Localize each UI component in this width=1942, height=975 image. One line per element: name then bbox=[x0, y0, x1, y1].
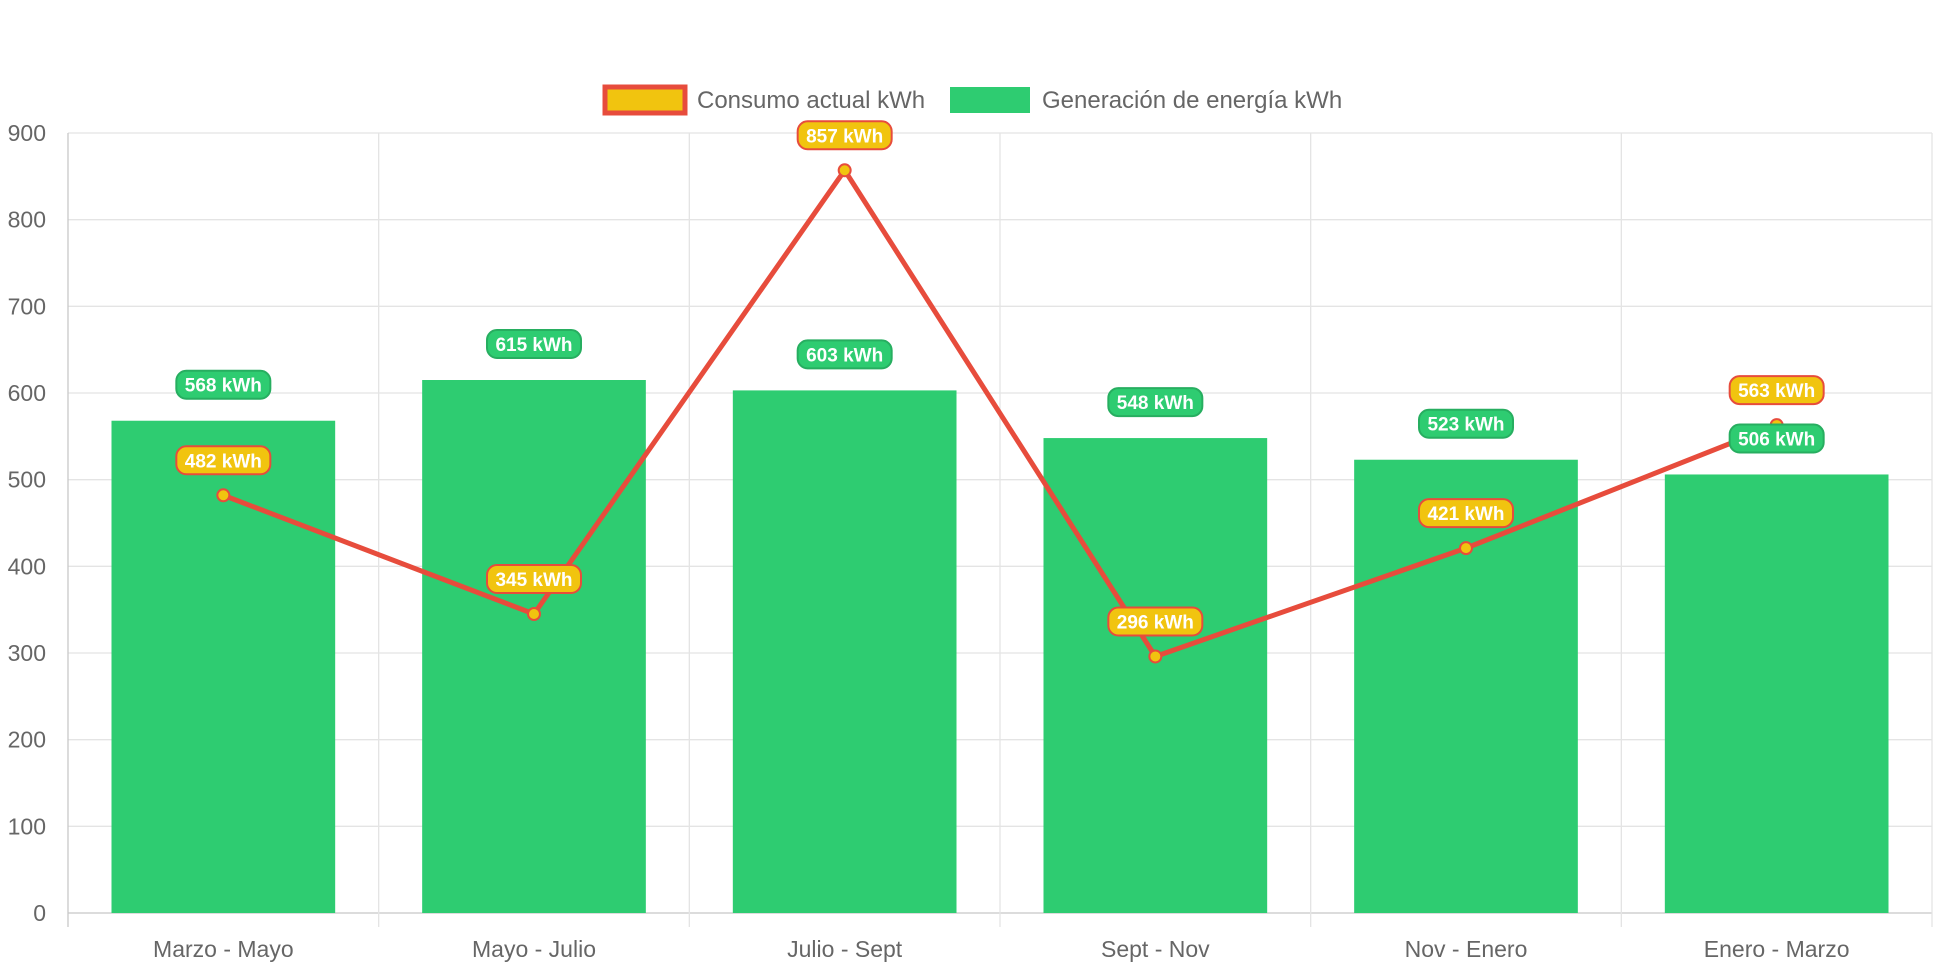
x-tick-label: Mayo - Julio bbox=[472, 936, 596, 962]
bar bbox=[422, 380, 646, 913]
x-tick-label: Sept - Nov bbox=[1101, 936, 1210, 962]
y-tick-label: 900 bbox=[8, 120, 46, 146]
y-tick-label: 500 bbox=[8, 467, 46, 493]
bar-value-label-box bbox=[1107, 387, 1204, 418]
bar-value-label-box bbox=[486, 329, 582, 359]
x-tick-label: Enero - Marzo bbox=[1704, 936, 1850, 962]
bar bbox=[111, 420, 336, 913]
bar-value-label: 603 kWh bbox=[796, 339, 893, 370]
line-point bbox=[527, 607, 541, 621]
line-value-label-text: 482 kWh bbox=[185, 451, 262, 472]
line-value-label-text: 296 kWh bbox=[1117, 612, 1194, 633]
y-tick-label: 400 bbox=[8, 553, 46, 579]
bar-value-label-box bbox=[1728, 423, 1825, 454]
line-value-label-box bbox=[1107, 606, 1204, 637]
legend-label-consumo[interactable]: Consumo actual kWh bbox=[697, 87, 925, 114]
x-tick-label: Marzo - Mayo bbox=[153, 936, 294, 962]
line-value-label-text: 857 kWh bbox=[806, 126, 883, 147]
chart-grid bbox=[67, 132, 1933, 927]
x-tick-label: Nov - Enero bbox=[1405, 936, 1528, 962]
y-tick-label: 800 bbox=[8, 207, 46, 233]
line-value-label: 482 kWh bbox=[175, 445, 272, 476]
line-value-label: 345 kWh bbox=[486, 564, 582, 594]
line-value-label-text: 345 kWh bbox=[495, 570, 572, 591]
bar bbox=[1043, 438, 1268, 913]
line-value-label: 296 kWh bbox=[1107, 606, 1204, 637]
bar-value-label: 568 kWh bbox=[175, 369, 272, 400]
line-series bbox=[216, 163, 1784, 664]
y-tick-label: 200 bbox=[8, 727, 46, 753]
legend-swatch-generacion bbox=[950, 87, 1030, 113]
line-value-label-box bbox=[175, 445, 272, 476]
y-tick-label: 100 bbox=[8, 813, 46, 839]
line-path bbox=[222, 167, 1778, 659]
bar-value-label-box bbox=[1418, 408, 1514, 439]
bar-value-label: 615 kWh bbox=[486, 329, 582, 359]
y-tick-label: 700 bbox=[8, 293, 46, 319]
bar-value-label-text: 548 kWh bbox=[1117, 393, 1194, 414]
bar bbox=[732, 390, 957, 913]
bar-value-label: 523 kWh bbox=[1418, 408, 1514, 439]
line-value-label-text: 421 kWh bbox=[1427, 504, 1504, 525]
y-tick-label: 600 bbox=[8, 380, 46, 406]
line-value-label-text: 563 kWh bbox=[1738, 381, 1815, 402]
bar-value-label-text: 603 kWh bbox=[806, 345, 883, 366]
bar-value-label-text: 615 kWh bbox=[495, 335, 572, 356]
bar-value-label-text: 523 kWh bbox=[1427, 415, 1504, 436]
line-value-label: 421 kWh bbox=[1418, 498, 1514, 529]
bar-value-label-box bbox=[175, 369, 272, 400]
y-axis: 0 100 200 300 400 500 600 700 800 900 bbox=[8, 120, 46, 926]
line-value-label-box bbox=[796, 120, 893, 151]
legend-label-generacion[interactable]: Generación de energía kWh bbox=[1042, 87, 1342, 114]
x-tick-label: Julio - Sept bbox=[787, 936, 903, 962]
data-labels: 568 kWh 615 kWh 603 kWh 548 kWh 523 kWh 506 k… bbox=[175, 120, 1825, 637]
line-value-label-box bbox=[1418, 498, 1514, 529]
line-value-label: 563 kWh bbox=[1728, 375, 1825, 406]
legend-swatch-consumo bbox=[602, 84, 688, 116]
line-point bbox=[1148, 649, 1163, 664]
line-value-label-box bbox=[486, 564, 582, 594]
bar-value-label-box bbox=[796, 339, 893, 370]
line-point bbox=[216, 488, 231, 503]
y-tick-label: 300 bbox=[8, 640, 46, 666]
x-axis: Marzo - Mayo Mayo - Julio Julio - Sept Sept… bbox=[153, 936, 1849, 962]
bar-value-label-text: 506 kWh bbox=[1738, 429, 1815, 450]
bar bbox=[1354, 459, 1578, 913]
line-point bbox=[837, 163, 852, 178]
line-value-label-box bbox=[1728, 375, 1825, 406]
line-point bbox=[1459, 541, 1473, 556]
chart-legend: Consumo actual kWh Generación de energía … bbox=[602, 84, 1342, 116]
bar bbox=[1664, 474, 1889, 913]
bar-value-label-text: 568 kWh bbox=[185, 376, 262, 397]
bar-value-label: 548 kWh bbox=[1107, 387, 1204, 418]
bar-series bbox=[111, 380, 1889, 913]
line-value-label: 857 kWh bbox=[796, 120, 893, 151]
bar-value-label: 506 kWh bbox=[1728, 423, 1825, 454]
y-tick-label: 0 bbox=[33, 900, 46, 926]
